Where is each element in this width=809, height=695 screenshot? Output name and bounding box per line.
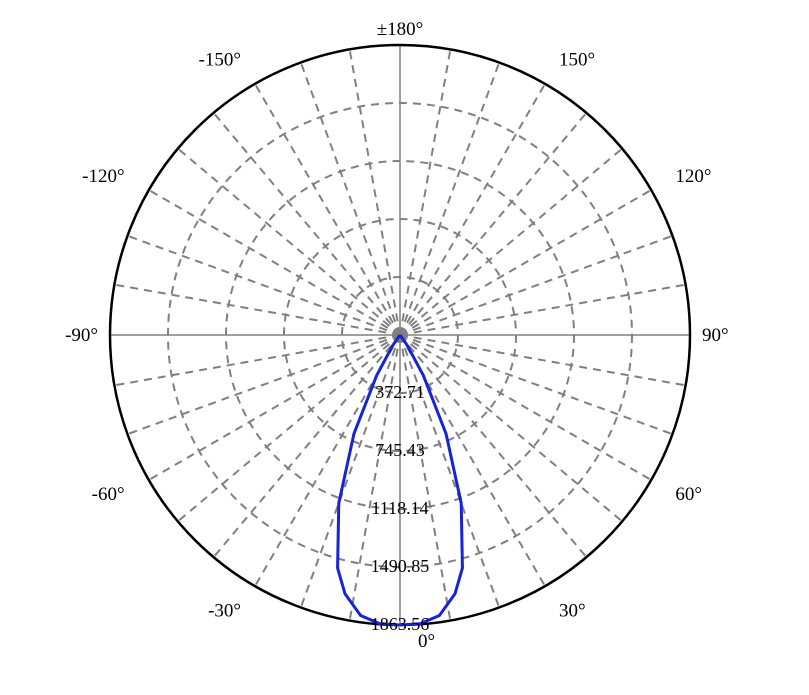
angle-label: -150° — [199, 50, 241, 71]
angle-label: -120° — [82, 166, 124, 187]
angle-label: 90° — [702, 325, 729, 346]
polar-svg: 372.71745.431118.141490.851863.560°30°60… — [0, 0, 809, 695]
angle-label: 30° — [559, 600, 586, 621]
angle-label: ±180° — [377, 19, 424, 40]
radial-label: 1490.85 — [371, 556, 430, 576]
radial-label: 745.43 — [375, 440, 425, 460]
radial-label: 372.71 — [375, 382, 425, 402]
angle-label: -60° — [92, 484, 125, 505]
radial-label: 1118.14 — [371, 498, 428, 518]
polar-chart: 372.71745.431118.141490.851863.560°30°60… — [0, 0, 809, 695]
angle-label: 150° — [559, 50, 595, 71]
angle-label: 120° — [675, 166, 711, 187]
angle-label: -30° — [208, 600, 241, 621]
angle-label: 60° — [675, 484, 702, 505]
angle-label: 0° — [418, 631, 435, 652]
angle-label: -90° — [65, 325, 98, 346]
